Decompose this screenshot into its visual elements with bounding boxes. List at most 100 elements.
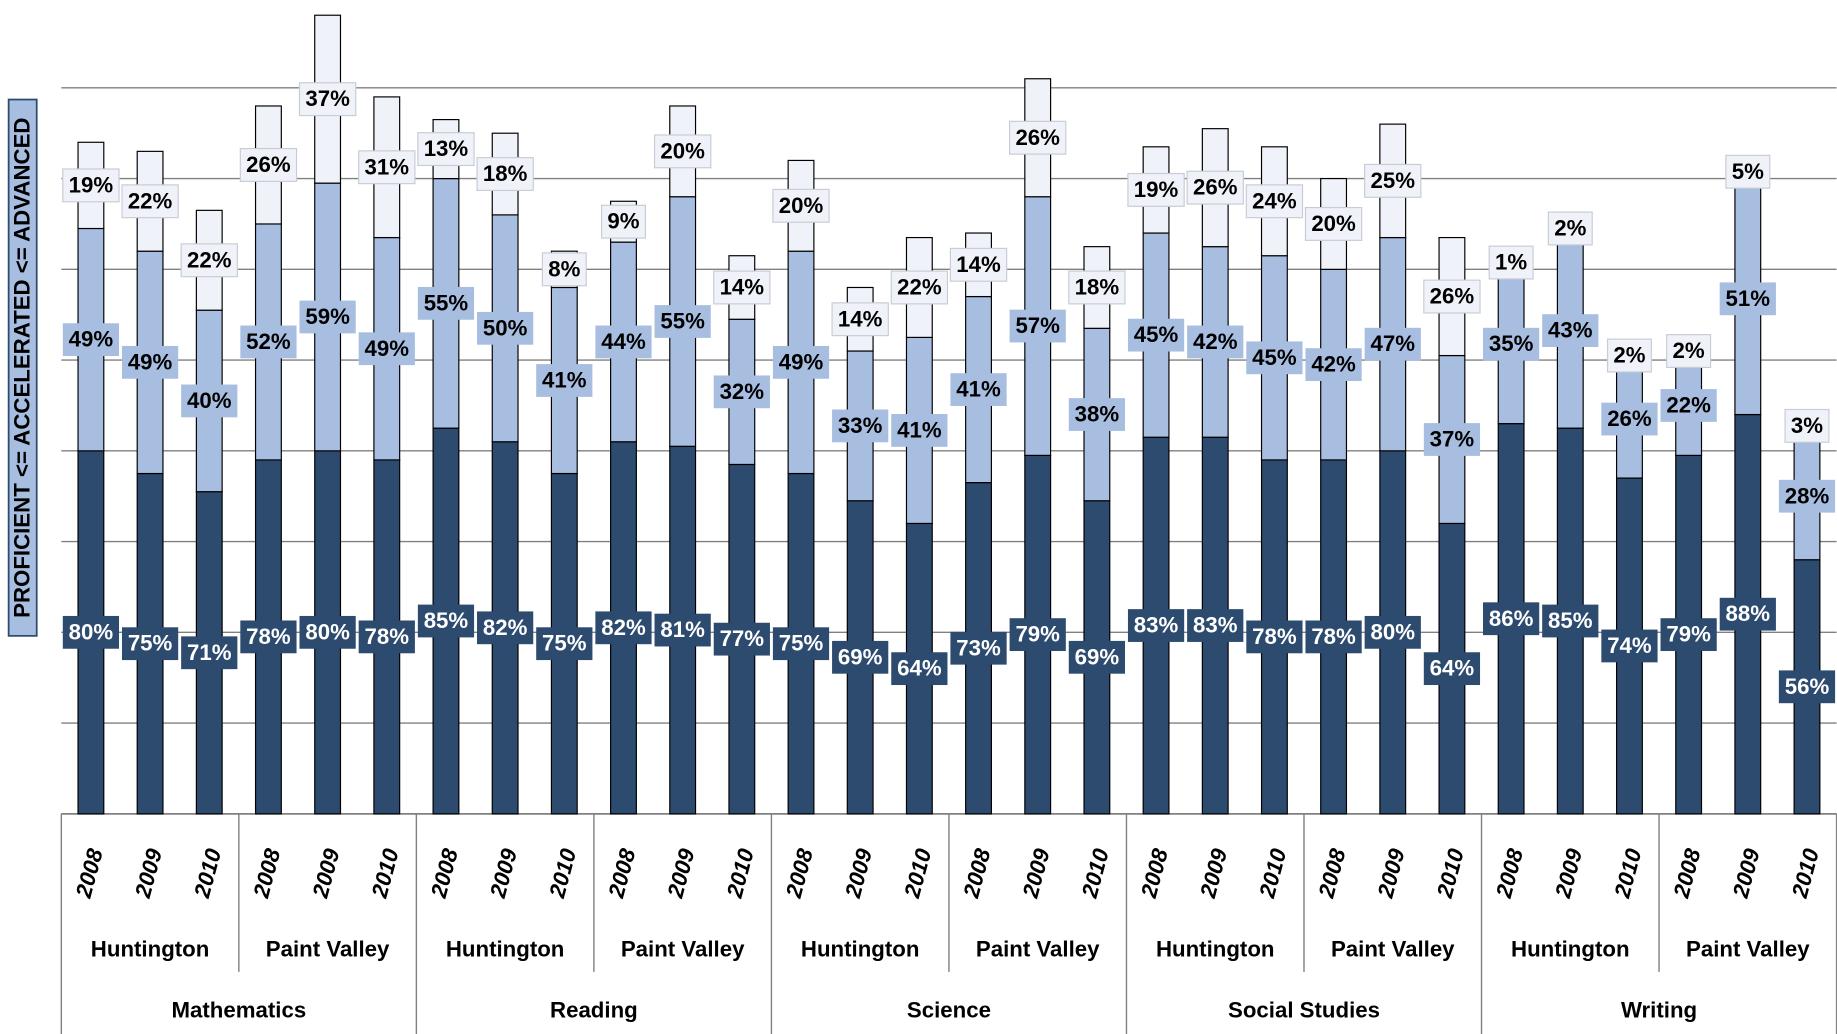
x-tick-label: 2010 bbox=[1077, 845, 1114, 901]
value-label-group: 86% bbox=[1482, 602, 1540, 636]
value-label-group: 74% bbox=[1601, 629, 1658, 663]
value-label-group: 57% bbox=[1009, 309, 1066, 343]
value-label-box bbox=[476, 157, 534, 192]
value-label-box bbox=[595, 611, 652, 645]
value-label: 2% bbox=[1673, 338, 1705, 363]
value-label: 19% bbox=[1134, 177, 1179, 202]
value-label-box bbox=[1246, 341, 1303, 375]
value-label: 85% bbox=[1548, 608, 1593, 633]
value-label: 20% bbox=[779, 193, 824, 218]
x-tick-label: 2010 bbox=[1787, 845, 1824, 901]
school-label: Paint Valley bbox=[266, 937, 390, 962]
value-label-group: 78% bbox=[1246, 620, 1303, 654]
value-label: 13% bbox=[424, 136, 469, 161]
value-label-box bbox=[772, 345, 830, 379]
value-label-box bbox=[772, 627, 830, 661]
value-label-group: 9% bbox=[600, 204, 646, 239]
value-label: 49% bbox=[365, 336, 410, 361]
value-label-box bbox=[891, 652, 948, 686]
value-label-box bbox=[890, 270, 949, 305]
value-label-group: 79% bbox=[1660, 618, 1717, 652]
value-label-box bbox=[1305, 348, 1362, 382]
value-label-box bbox=[240, 325, 297, 359]
value-label-group: 78% bbox=[240, 620, 297, 654]
value-label-box bbox=[949, 247, 1008, 282]
value-label-group: 45% bbox=[1127, 318, 1185, 352]
value-label-group: 49% bbox=[121, 345, 179, 379]
value-label: 26% bbox=[1430, 284, 1475, 309]
value-label-group: 75% bbox=[536, 627, 593, 661]
value-label-group: 22% bbox=[1660, 389, 1717, 422]
value-label-group: 20% bbox=[772, 188, 830, 223]
x-tick-label: 2008 bbox=[958, 845, 995, 901]
value-label: 55% bbox=[660, 309, 705, 334]
value-label-box bbox=[772, 188, 830, 223]
x-tick-label: 2008 bbox=[426, 845, 463, 901]
value-label-box bbox=[541, 252, 587, 287]
value-label: 26% bbox=[1193, 175, 1238, 200]
value-label: 82% bbox=[483, 615, 528, 640]
y-label-group: PROFICIENT <= ACCELERATED <= ADVANCED bbox=[7, 98, 38, 637]
value-label-box bbox=[1778, 670, 1836, 704]
value-label-group: 13% bbox=[417, 132, 475, 167]
value-label: 37% bbox=[1430, 427, 1475, 452]
value-label: 26% bbox=[246, 152, 291, 177]
x-tick-label: 2009 bbox=[1550, 845, 1587, 901]
value-label: 41% bbox=[897, 417, 942, 442]
value-label-box bbox=[600, 204, 646, 239]
x-tick-label: 2010 bbox=[366, 845, 403, 901]
value-label-group: 50% bbox=[477, 311, 534, 345]
subject-label: Social Studies bbox=[1228, 998, 1380, 1023]
x-tick-label: 2009 bbox=[1017, 845, 1054, 901]
value-label-box bbox=[891, 414, 948, 447]
value-label: 85% bbox=[424, 608, 469, 633]
value-label-group: 2% bbox=[1606, 338, 1652, 373]
value-label: 79% bbox=[1015, 622, 1060, 647]
value-label-group: 37% bbox=[298, 82, 357, 117]
value-label-box bbox=[1364, 327, 1421, 361]
value-label-box bbox=[1542, 604, 1599, 638]
value-label-group: 49% bbox=[772, 345, 830, 379]
value-label-box bbox=[1364, 163, 1422, 198]
value-label-box bbox=[181, 636, 238, 670]
value-label: 77% bbox=[720, 626, 765, 651]
value-label: 35% bbox=[1489, 331, 1534, 356]
y-axis-label: PROFICIENT <= ACCELERATED <= ADVANCED bbox=[10, 118, 35, 618]
value-label: 79% bbox=[1666, 622, 1711, 647]
value-label: 59% bbox=[305, 304, 350, 329]
value-label-box bbox=[713, 622, 770, 656]
value-label-group: 77% bbox=[713, 622, 770, 656]
value-label-group: 83% bbox=[1187, 609, 1244, 642]
x-tick-label: 2008 bbox=[781, 845, 818, 901]
value-label: 78% bbox=[1311, 624, 1356, 649]
value-label-box bbox=[1127, 172, 1185, 207]
value-label-group: 56% bbox=[1778, 670, 1836, 704]
x-tick-label: 2009 bbox=[485, 845, 522, 901]
value-label-group: 52% bbox=[240, 325, 297, 359]
value-label-group: 33% bbox=[832, 409, 889, 443]
value-label-box bbox=[121, 184, 179, 219]
value-label-group: 18% bbox=[1068, 270, 1126, 305]
value-label: 55% bbox=[424, 290, 469, 315]
value-label-box bbox=[417, 604, 475, 638]
x-tick-label: 2010 bbox=[1609, 845, 1646, 901]
value-label-group: 14% bbox=[713, 270, 771, 305]
value-label-box bbox=[536, 364, 593, 397]
value-label-box bbox=[1778, 479, 1836, 513]
x-tick-label: 2009 bbox=[307, 845, 344, 901]
value-label-box bbox=[1127, 318, 1185, 352]
value-label-group: 47% bbox=[1364, 327, 1421, 361]
x-tick-label: 2008 bbox=[603, 845, 640, 901]
value-label-box bbox=[1305, 620, 1362, 654]
value-label: 83% bbox=[1134, 613, 1179, 638]
value-label-group: 22% bbox=[121, 184, 179, 219]
x-tick-label: 2010 bbox=[544, 845, 581, 901]
value-label: 69% bbox=[1075, 644, 1120, 669]
value-label-group: 28% bbox=[1778, 479, 1836, 513]
value-label-box bbox=[1423, 652, 1481, 686]
x-tick-label: 2008 bbox=[1313, 845, 1350, 901]
value-label-box bbox=[299, 615, 356, 649]
value-label-box bbox=[1719, 282, 1776, 316]
value-label: 78% bbox=[246, 624, 291, 649]
value-label-box bbox=[358, 620, 415, 654]
